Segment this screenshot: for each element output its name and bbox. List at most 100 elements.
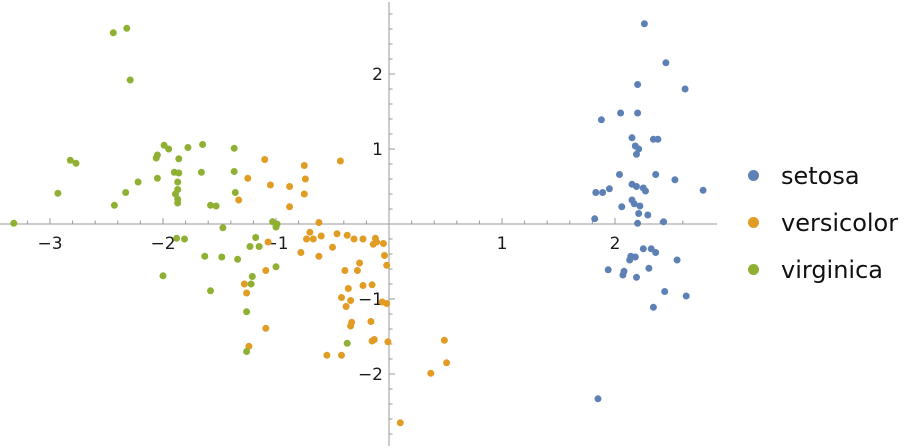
legend-item-virginica: virginica: [748, 246, 898, 293]
data-point-virginica: [197, 168, 205, 176]
data-point-setosa: [635, 210, 643, 217]
y-axis-ticks: −2 −1 1 2: [358, 13, 395, 435]
data-point-setosa: [639, 245, 647, 253]
data-point-virginica: [165, 145, 173, 153]
data-point-setosa: [634, 81, 642, 88]
data-point-virginica: [123, 24, 131, 32]
legend-marker-setosa: [748, 170, 759, 181]
data-point-virginica: [109, 29, 117, 37]
data-point-versicolor: [384, 338, 392, 346]
legend-label-setosa: setosa: [781, 161, 860, 190]
data-point-virginica: [174, 178, 182, 186]
data-point-virginica: [212, 202, 220, 210]
data-point-versicolor: [343, 231, 351, 239]
data-point-setosa: [592, 189, 600, 196]
data-point-virginica: [181, 235, 188, 243]
data-point-virginica: [171, 190, 179, 198]
data-point-virginica: [343, 339, 351, 347]
data-point-versicolor: [359, 235, 367, 243]
data-point-versicolor: [303, 235, 310, 243]
data-point-versicolor: [368, 337, 376, 345]
data-point-setosa: [649, 135, 657, 143]
data-point-setosa: [635, 145, 643, 153]
data-point-virginica: [247, 280, 255, 288]
data-point-virginica: [230, 144, 238, 152]
data-point-versicolor: [378, 298, 386, 306]
data-point-versicolor: [338, 294, 345, 301]
data-point-versicolor: [367, 318, 375, 325]
data-point-versicolor: [427, 369, 435, 377]
legend-item-versicolor: versicolor: [748, 199, 898, 246]
data-point-virginica: [272, 263, 280, 271]
data-point-setosa: [642, 187, 649, 195]
data-point-versicolor: [235, 196, 243, 204]
data-point-setosa: [633, 183, 640, 190]
data-point-versicolor: [396, 419, 404, 427]
data-point-setosa: [633, 273, 640, 281]
data-point-setosa: [662, 59, 670, 67]
data-point-virginica: [54, 189, 62, 197]
data-point-setosa: [661, 288, 669, 295]
data-point-versicolor: [244, 174, 252, 182]
legend-marker-virginica: [748, 264, 759, 275]
data-point-virginica: [219, 224, 227, 232]
data-point-setosa: [634, 109, 642, 117]
data-point-setosa: [644, 211, 652, 219]
data-point-setosa: [673, 256, 681, 264]
data-point-virginica: [243, 308, 251, 316]
data-point-setosa: [681, 85, 689, 93]
data-point-virginica: [173, 234, 181, 242]
data-point-setosa: [597, 116, 605, 124]
data-point-virginica: [159, 272, 167, 280]
data-point-versicolor: [359, 282, 367, 289]
data-point-versicolor: [440, 336, 448, 344]
data-point-setosa: [619, 271, 627, 279]
data-point-versicolor: [381, 252, 388, 259]
legend: setosa versicolor virginica: [748, 152, 898, 293]
data-point-virginica: [248, 273, 256, 280]
data-point-virginica: [255, 243, 263, 250]
data-point-versicolor: [336, 157, 344, 165]
data-point-setosa: [634, 219, 642, 227]
data-point-setosa: [652, 171, 660, 178]
axes: −3 −2 −1 1 2 −2 −1 1 2: [0, 2, 717, 446]
y-tick-label: −2: [358, 365, 383, 385]
data-point-virginica: [10, 219, 18, 227]
data-point-versicolor: [329, 243, 336, 251]
data-point-virginica: [134, 178, 142, 186]
data-point-setosa: [640, 20, 648, 28]
data-point-virginica: [153, 174, 161, 182]
y-tick-label: 2: [372, 65, 383, 85]
data-point-virginica: [72, 159, 80, 167]
legend-marker-versicolor: [748, 217, 759, 228]
data-point-virginica: [243, 348, 251, 355]
data-point-setosa: [682, 292, 690, 300]
data-point-virginica: [175, 169, 183, 177]
data-point-virginica: [184, 144, 192, 151]
data-point-versicolor: [309, 235, 317, 243]
x-tick-label: −2: [150, 234, 175, 254]
data-point-setosa: [617, 109, 625, 117]
data-point-versicolor: [286, 183, 294, 190]
data-point-virginica: [122, 189, 130, 196]
data-point-versicolor: [356, 259, 364, 267]
data-point-virginica: [199, 141, 207, 148]
data-point-versicolor: [379, 240, 387, 247]
data-point-setosa: [618, 203, 626, 211]
legend-label-versicolor: versicolor: [781, 208, 899, 237]
x-tick-label: 1: [497, 234, 508, 254]
data-point-virginica: [230, 168, 238, 175]
data-point-virginica: [272, 223, 280, 231]
data-point-setosa: [699, 186, 707, 194]
data-point-setosa: [652, 249, 660, 256]
data-point-versicolor: [297, 249, 305, 256]
data-point-virginica: [201, 252, 209, 260]
data-point-setosa: [591, 215, 599, 223]
data-point-versicolor: [383, 261, 391, 269]
y-tick-label: 1: [372, 140, 383, 160]
data-point-versicolor: [338, 351, 345, 359]
data-point-setosa: [599, 189, 607, 196]
data-point-versicolor: [342, 303, 350, 310]
data-point-setosa: [605, 185, 613, 193]
